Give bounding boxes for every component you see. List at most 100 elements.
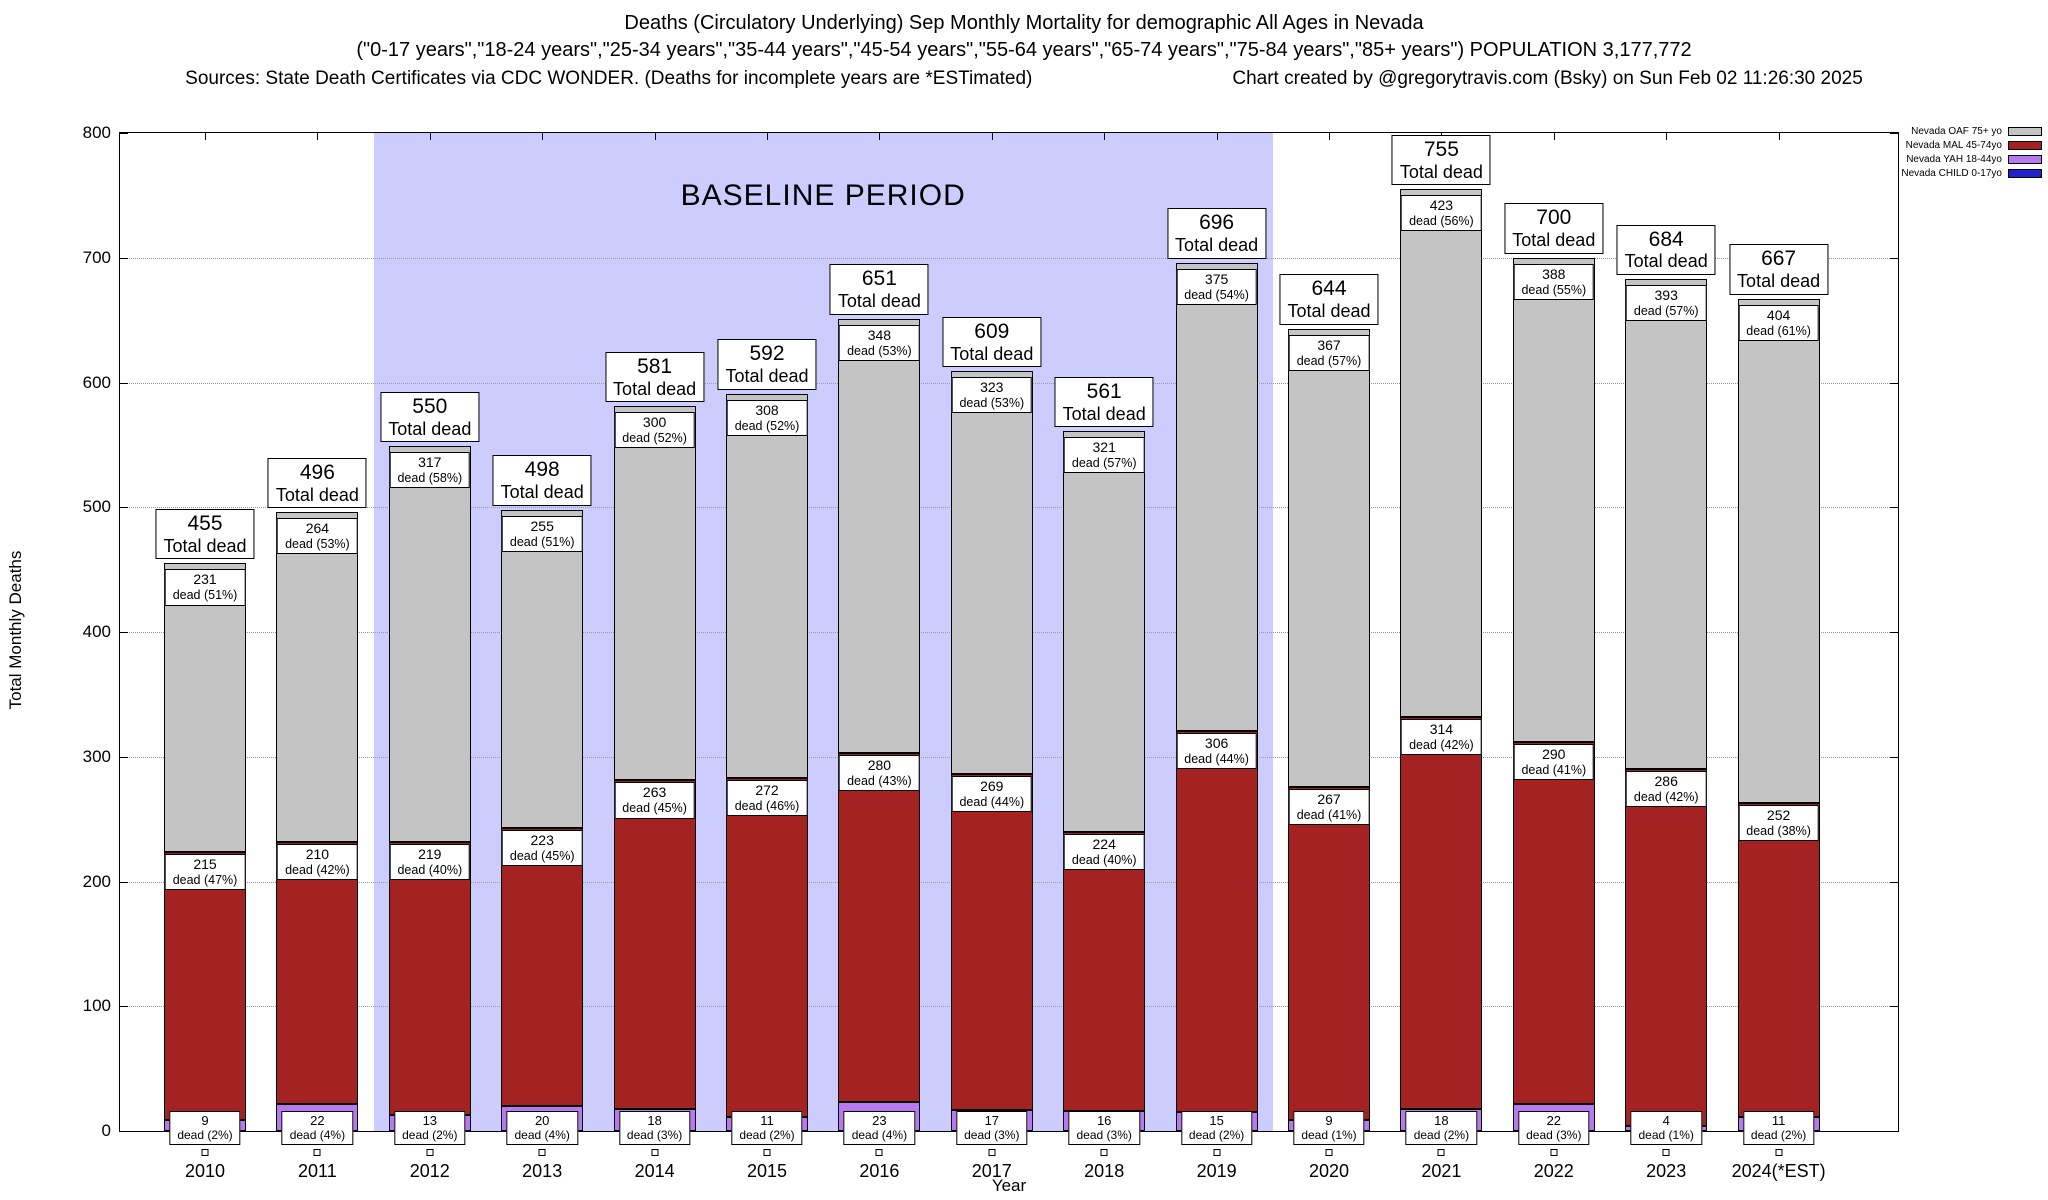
y-tick-label: 400	[82, 622, 111, 641]
bar-segment-mal	[726, 777, 808, 1118]
yah-label: 22 dead (3%)	[1518, 1111, 1590, 1146]
baseline-period-label: BASELINE PERIOD	[680, 179, 966, 212]
y-tick-mark	[1890, 1006, 1898, 1008]
y-tick-mark	[1890, 1131, 1898, 1132]
yah-label: 13 dead (2%)	[394, 1111, 466, 1146]
y-tick-mark	[120, 133, 128, 134]
oaf-text: dead (54%)	[1184, 287, 1249, 302]
x-tick-mark	[991, 133, 993, 140]
yah-value: 11	[1771, 1113, 1786, 1128]
total-dead-text: Total dead	[1737, 271, 1821, 292]
plot-area: BASELINE PERIOD 0 100 200 300 400 500 600 700 80…	[83, 123, 1899, 1181]
y-tick-label: 500	[82, 497, 111, 517]
oaf-text: dead (55%)	[1521, 282, 1587, 297]
yah-value: 15	[1209, 1113, 1224, 1128]
yah-label: 9 dead (1%)	[1293, 1111, 1365, 1146]
x-tick-label: 2017	[971, 1161, 1012, 1181]
total-dead-text: Total dead	[837, 291, 921, 312]
y-tick-mark	[120, 756, 128, 758]
yah-label: 11 dead (2%)	[731, 1111, 803, 1146]
yah-label: 20 dead (4%)	[506, 1111, 578, 1146]
chart-title-line2: ("0-17 years","18-24 years","25-34 years…	[356, 39, 1692, 61]
legend-label: Nevada OAF 75+ yo	[1911, 126, 2002, 137]
mal-value: 272	[755, 781, 779, 798]
mal-text: dead (41%)	[1521, 762, 1587, 777]
y-tick-mark	[1890, 756, 1898, 758]
total-dead-label: 455 Total dead	[155, 508, 255, 560]
yah-text: dead (2%)	[1413, 1127, 1470, 1142]
oaf-label: 348 dead (53%)	[839, 324, 920, 362]
oaf-text: dead (52%)	[734, 418, 800, 433]
yah-text: dead (1%)	[1301, 1127, 1357, 1142]
oaf-text: dead (57%)	[1633, 303, 1699, 318]
bar-segment-oaf	[164, 563, 246, 852]
mal-value: 280	[867, 757, 892, 773]
legend-item-yah: Nevada YAH 18-44yo	[1906, 154, 2042, 165]
total-dead-label: 696 Total dead	[1167, 208, 1267, 259]
bar-segment-mal	[1625, 769, 1708, 1127]
chart-title-line1: Deaths (Circulatory Underlying) Sep Mont…	[624, 12, 1424, 34]
mal-label: 272 dead (46%)	[726, 779, 808, 817]
legend-item-child: Nevada CHILD 0-17yo	[1901, 168, 2042, 179]
yah-text: dead (3%)	[626, 1127, 683, 1142]
y-tick-label: 100	[82, 996, 111, 1016]
total-dead-value: 700	[1536, 206, 1572, 230]
x-tick-mark	[1778, 133, 1780, 140]
yah-text: dead (4%)	[289, 1127, 346, 1142]
bar-segment-mal	[1400, 716, 1483, 1109]
yah-value: 13	[422, 1113, 438, 1128]
total-dead-value: 609	[974, 319, 1010, 343]
total-dead-text: Total dead	[163, 535, 247, 556]
oaf-label: 255 dead (51%)	[501, 515, 583, 552]
x-tick-mark	[767, 133, 768, 140]
mal-text: dead (45%)	[509, 848, 575, 863]
yah-value: 22	[1546, 1113, 1562, 1128]
oaf-label: 300 dead (52%)	[614, 412, 695, 449]
x-tick-mark	[1216, 133, 1218, 140]
total-dead-text: Total dead	[1287, 301, 1371, 322]
bar-segment-mal	[164, 851, 246, 1120]
yah-text: dead (1%)	[1638, 1127, 1694, 1142]
mal-label: 263 dead (45%)	[614, 782, 695, 819]
yah-marker-square	[1775, 1149, 1783, 1156]
y-tick-label: 200	[82, 871, 111, 891]
y-tick-mark	[1890, 257, 1898, 259]
mal-label: 286 dead (42%)	[1625, 771, 1707, 808]
oaf-label: 404 dead (61%)	[1738, 304, 1819, 342]
mal-value: 263	[642, 784, 667, 801]
bar-segment-mal	[388, 841, 471, 1115]
oaf-value: 317	[418, 454, 442, 471]
x-tick-label: 2024(*EST)	[1731, 1161, 1826, 1181]
x-tick-label: 2019	[1196, 1161, 1237, 1181]
mal-label: 290 dead (41%)	[1513, 743, 1595, 780]
mal-value: 290	[1542, 745, 1566, 762]
bar-segment-mal	[1512, 741, 1595, 1104]
x-tick-mark	[879, 133, 881, 140]
x-tick-mark	[317, 133, 319, 140]
bar-segment-mal	[613, 780, 696, 1109]
oaf-label: 264 dead (53%)	[277, 518, 358, 555]
total-dead-label: 498 Total dead	[492, 455, 592, 506]
bar-segment-mal	[501, 827, 584, 1107]
mal-text: dead (47%)	[172, 872, 238, 887]
mal-text: dead (42%)	[1633, 790, 1699, 805]
total-dead-label: 550 Total dead	[380, 391, 480, 443]
yah-label: 17 dead (3%)	[956, 1111, 1028, 1146]
y-tick-mark	[120, 632, 128, 633]
total-dead-text: Total dead	[725, 366, 809, 387]
mal-label: 210 dead (42%)	[277, 843, 358, 880]
mal-label: 224 dead (40%)	[1063, 833, 1145, 870]
yah-marker-square	[763, 1149, 771, 1156]
oaf-text: dead (53%)	[959, 396, 1025, 411]
oaf-label: 393 dead (57%)	[1625, 284, 1707, 322]
bar-segment-oaf	[388, 446, 471, 842]
oaf-text: dead (57%)	[1296, 353, 1362, 368]
total-dead-value: 550	[412, 394, 448, 418]
yah-text: dead (3%)	[1076, 1127, 1132, 1142]
total-dead-label: 496 Total dead	[267, 457, 367, 509]
oaf-value: 367	[1317, 336, 1341, 353]
total-dead-label: 755 Total dead	[1391, 134, 1491, 186]
yah-value: 22	[310, 1113, 325, 1128]
mal-value: 267	[1317, 790, 1341, 807]
